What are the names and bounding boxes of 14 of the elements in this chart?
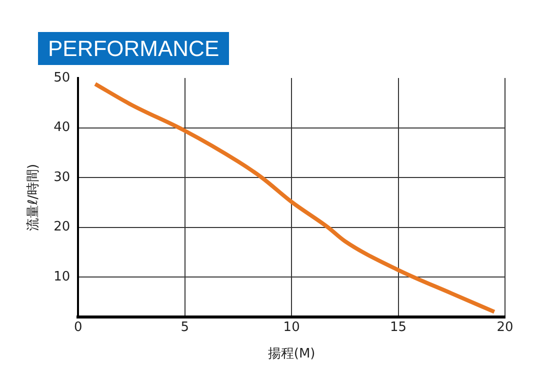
chart-title: PERFORMANCE bbox=[38, 32, 230, 65]
x-axis-title: 揚程(M) bbox=[268, 346, 316, 362]
y-tick-label: 50 bbox=[54, 70, 70, 86]
y-tick-label: 10 bbox=[54, 269, 70, 284]
y-tick-label: 40 bbox=[54, 120, 70, 136]
line-series bbox=[93, 82, 496, 314]
y-tick-label: 20 bbox=[54, 220, 70, 235]
y-axis-title: 流量ℓ/時間) bbox=[25, 164, 42, 231]
x-tick-label: 5 bbox=[180, 320, 189, 335]
x-tick-label: 10 bbox=[283, 320, 300, 335]
x-tick-label: 0 bbox=[74, 320, 82, 335]
y-tick-label: 30 bbox=[54, 170, 70, 185]
x-tick-label: 15 bbox=[390, 320, 407, 335]
x-tick-label: 20 bbox=[496, 320, 514, 335]
